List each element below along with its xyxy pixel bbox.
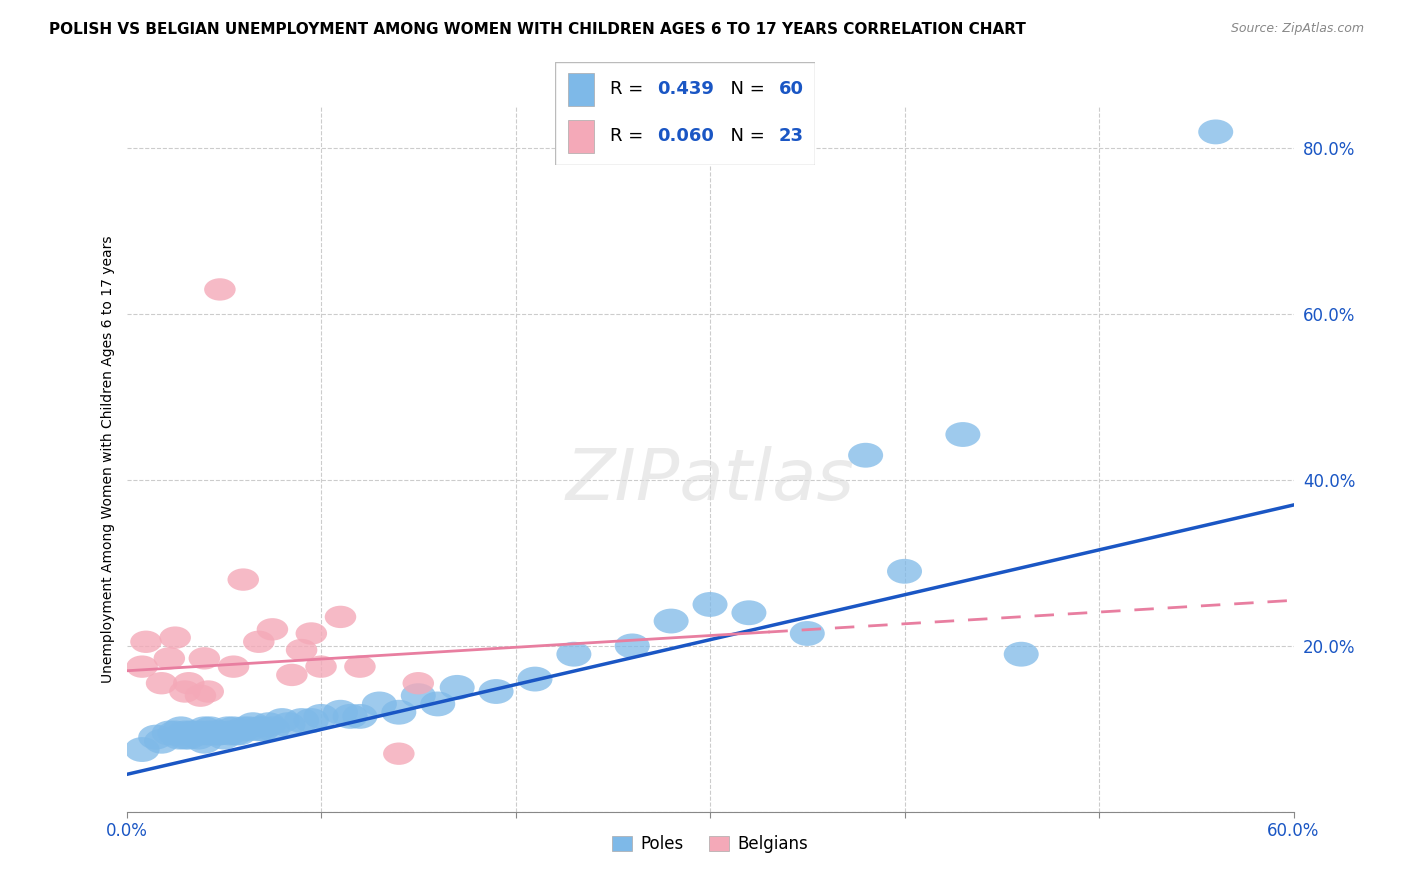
Ellipse shape (204, 278, 236, 301)
Ellipse shape (157, 721, 193, 746)
Ellipse shape (153, 648, 186, 670)
Y-axis label: Unemployment Among Women with Children Ages 6 to 17 years: Unemployment Among Women with Children A… (101, 235, 115, 683)
Ellipse shape (343, 704, 377, 729)
Ellipse shape (159, 626, 191, 648)
Ellipse shape (848, 442, 883, 467)
Ellipse shape (212, 721, 247, 746)
Ellipse shape (333, 704, 368, 729)
Text: N =: N = (720, 128, 770, 145)
Text: 23: 23 (779, 128, 804, 145)
Ellipse shape (731, 600, 766, 625)
Ellipse shape (270, 712, 305, 737)
Ellipse shape (693, 592, 727, 617)
Ellipse shape (294, 708, 329, 733)
Ellipse shape (242, 716, 277, 741)
Ellipse shape (197, 721, 232, 746)
Ellipse shape (295, 623, 328, 645)
Text: Source: ZipAtlas.com: Source: ZipAtlas.com (1230, 22, 1364, 36)
Legend: Poles, Belgians: Poles, Belgians (606, 829, 814, 860)
Ellipse shape (201, 721, 235, 746)
Text: 0.060: 0.060 (657, 128, 714, 145)
Ellipse shape (517, 666, 553, 691)
Ellipse shape (654, 608, 689, 633)
FancyBboxPatch shape (555, 62, 815, 165)
Ellipse shape (169, 681, 201, 703)
Ellipse shape (191, 721, 226, 746)
Ellipse shape (382, 742, 415, 764)
Ellipse shape (202, 721, 238, 746)
Ellipse shape (209, 716, 245, 741)
Ellipse shape (222, 721, 257, 746)
Ellipse shape (187, 716, 222, 741)
Ellipse shape (254, 716, 290, 741)
Ellipse shape (131, 631, 162, 653)
Ellipse shape (304, 704, 339, 729)
Ellipse shape (790, 621, 825, 646)
Text: 60: 60 (779, 80, 804, 98)
Ellipse shape (228, 568, 259, 591)
Ellipse shape (252, 712, 285, 737)
Ellipse shape (181, 724, 217, 749)
Ellipse shape (184, 684, 217, 706)
Ellipse shape (188, 648, 221, 670)
Ellipse shape (245, 716, 280, 741)
Ellipse shape (887, 559, 922, 583)
Ellipse shape (226, 716, 260, 741)
Ellipse shape (207, 724, 242, 749)
Ellipse shape (193, 716, 228, 741)
Ellipse shape (440, 675, 475, 700)
Ellipse shape (187, 729, 222, 754)
Ellipse shape (217, 716, 252, 741)
Ellipse shape (243, 631, 274, 653)
Ellipse shape (325, 606, 356, 628)
Text: R =: R = (610, 80, 650, 98)
Ellipse shape (235, 712, 270, 737)
Ellipse shape (478, 679, 513, 704)
Ellipse shape (125, 737, 160, 762)
Ellipse shape (183, 721, 218, 746)
Ellipse shape (146, 672, 177, 694)
Ellipse shape (276, 664, 308, 686)
Ellipse shape (257, 618, 288, 640)
Ellipse shape (218, 721, 253, 746)
Ellipse shape (173, 721, 208, 746)
Text: ZIPatlas: ZIPatlas (565, 446, 855, 515)
Ellipse shape (232, 716, 267, 741)
Ellipse shape (163, 716, 198, 741)
Ellipse shape (284, 708, 319, 733)
Ellipse shape (323, 700, 359, 724)
Ellipse shape (172, 724, 207, 749)
Ellipse shape (143, 729, 179, 754)
Ellipse shape (177, 721, 212, 746)
Ellipse shape (1004, 641, 1039, 666)
Ellipse shape (152, 721, 187, 746)
Ellipse shape (285, 639, 318, 661)
Ellipse shape (557, 641, 592, 666)
Text: R =: R = (610, 128, 650, 145)
Ellipse shape (381, 700, 416, 724)
Text: POLISH VS BELGIAN UNEMPLOYMENT AMONG WOMEN WITH CHILDREN AGES 6 TO 17 YEARS CORR: POLISH VS BELGIAN UNEMPLOYMENT AMONG WOM… (49, 22, 1026, 37)
Ellipse shape (193, 681, 224, 703)
Text: 0.439: 0.439 (657, 80, 714, 98)
Ellipse shape (402, 672, 434, 694)
Ellipse shape (162, 724, 197, 749)
Ellipse shape (361, 691, 396, 716)
Ellipse shape (401, 683, 436, 708)
Ellipse shape (614, 633, 650, 658)
Ellipse shape (173, 672, 204, 694)
Text: N =: N = (720, 80, 770, 98)
Ellipse shape (138, 724, 173, 749)
FancyBboxPatch shape (568, 120, 595, 153)
Ellipse shape (945, 422, 980, 447)
FancyBboxPatch shape (568, 73, 595, 105)
Ellipse shape (167, 724, 202, 749)
Ellipse shape (167, 721, 202, 746)
Ellipse shape (218, 656, 249, 678)
Ellipse shape (1198, 120, 1233, 145)
Ellipse shape (420, 691, 456, 716)
Ellipse shape (127, 656, 157, 678)
Ellipse shape (344, 656, 375, 678)
Ellipse shape (305, 656, 337, 678)
Ellipse shape (264, 708, 299, 733)
